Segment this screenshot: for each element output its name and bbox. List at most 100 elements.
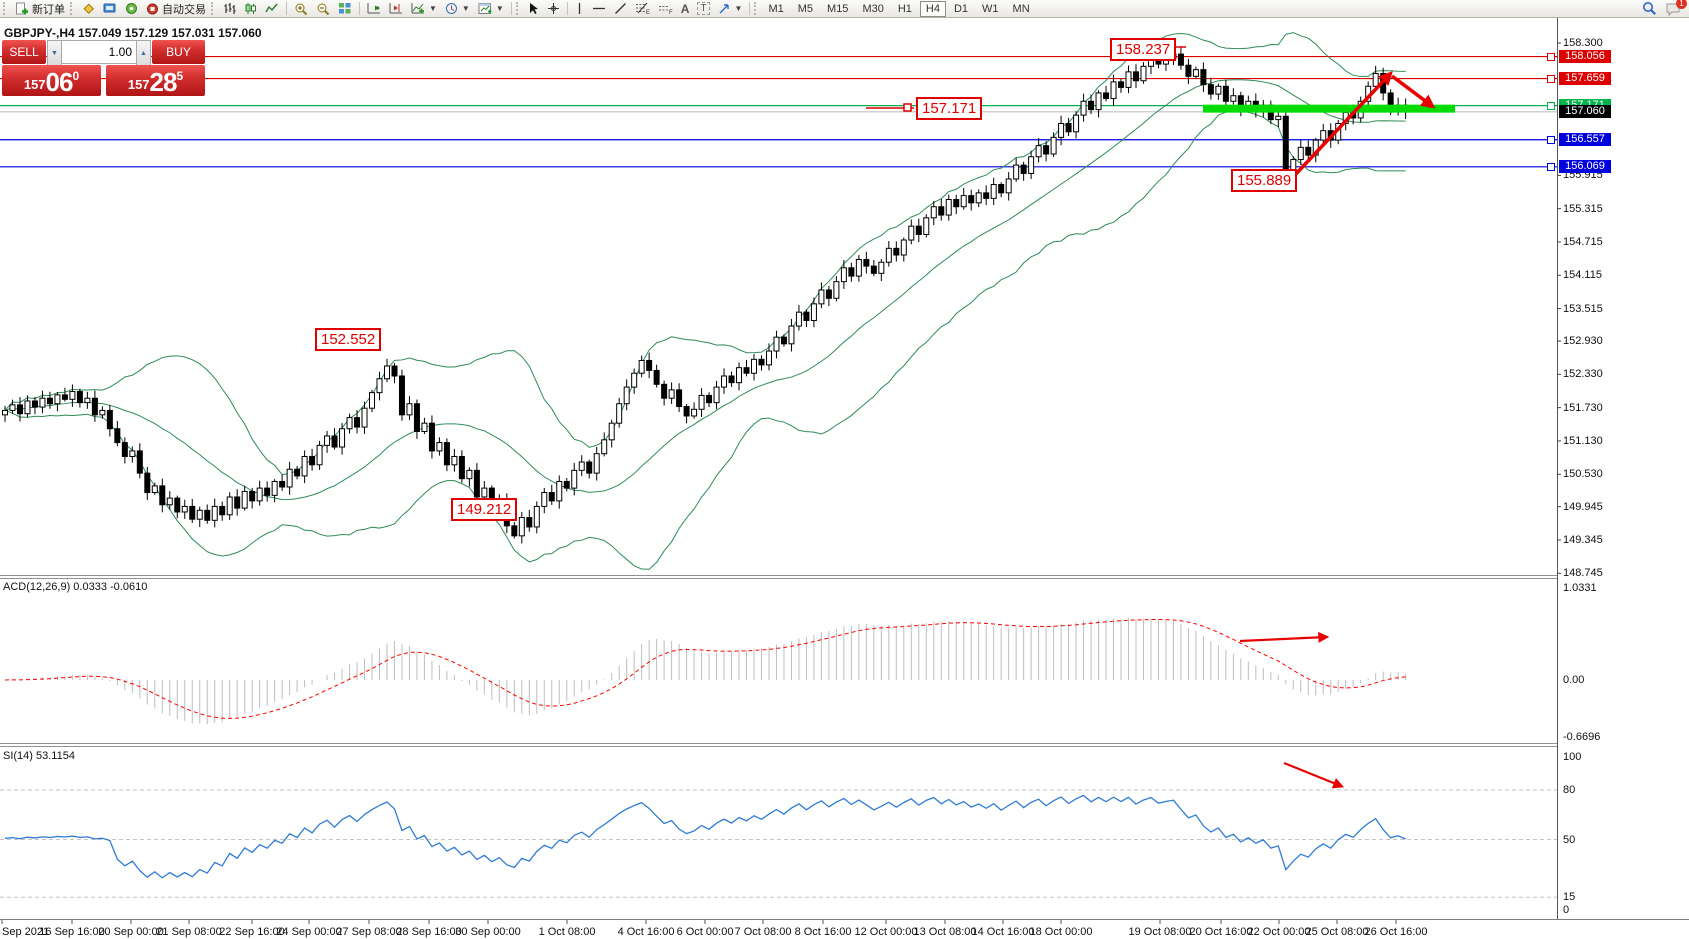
label-tool[interactable]: T xyxy=(693,0,713,17)
price-line-badge: 156.557 xyxy=(1559,133,1611,147)
volume-decrease-button[interactable]: ▼ xyxy=(47,40,62,66)
auto-scroll-button[interactable] xyxy=(363,0,385,17)
date-label: 16 Sep 16:00 xyxy=(39,926,105,938)
price-line-badge: 158.056 xyxy=(1559,50,1611,64)
price-tick-label: 150.530 xyxy=(1563,468,1603,481)
toolbar-grip[interactable] xyxy=(70,2,75,15)
periods-button[interactable]: ▼ xyxy=(441,0,474,17)
price-callout-label[interactable]: 157.171 xyxy=(916,97,983,120)
new-order-button[interactable]: 新订单 xyxy=(11,0,69,17)
buy-label: BUY xyxy=(166,45,191,59)
channels-tool[interactable]: F xyxy=(654,0,677,17)
trendline-tool[interactable] xyxy=(610,0,631,17)
market-watch-button[interactable] xyxy=(78,0,99,17)
toolbar-grip[interactable] xyxy=(211,2,216,15)
bar-chart-mode-button[interactable] xyxy=(219,0,240,17)
horizontal-line-tool[interactable] xyxy=(588,0,610,17)
date-label: 20 Sep 00:00 xyxy=(98,926,164,938)
bid-price-display[interactable]: 157 06 0 xyxy=(2,65,101,96)
toolbar: 新订单 自动交易 xyxy=(0,0,1689,18)
date-label: 24 Sep 00:00 xyxy=(276,926,342,938)
vertical-line-tool[interactable] xyxy=(571,0,588,17)
price-callout-label[interactable]: 158.237 xyxy=(1110,38,1177,61)
ask-price-display[interactable]: 157 28 5 xyxy=(106,65,205,96)
timeframe-mn-button[interactable]: MN xyxy=(1012,2,1030,15)
vertical-line-icon xyxy=(578,3,580,14)
toolbar-grip[interactable] xyxy=(3,2,8,15)
auto-trading-button[interactable]: 自动交易 xyxy=(142,0,210,17)
date-label: 14 Oct 16:00 xyxy=(971,926,1035,938)
indicators-button[interactable]: ▼ xyxy=(407,0,441,17)
tile-windows-button[interactable] xyxy=(334,0,356,17)
sell-button[interactable]: SELL xyxy=(2,40,46,64)
macd-scale-label: 0.00 xyxy=(1563,674,1585,686)
date-label: 28 Sep 16:00 xyxy=(396,926,462,938)
price-tick-label: 158.300 xyxy=(1563,37,1603,49)
macd-scale-label: 1.0331 xyxy=(1563,582,1597,594)
rsi-scale-label: 100 xyxy=(1563,751,1582,763)
price-callout-label[interactable]: 149.212 xyxy=(451,498,518,521)
macd-scale-label: -0.6696 xyxy=(1563,731,1601,743)
timeframe-h4-button[interactable]: H4 xyxy=(919,0,946,17)
date-label: 4 Oct 16:00 xyxy=(617,926,675,938)
date-label: 22 Oct 00:00 xyxy=(1247,926,1311,938)
toolbar-separator xyxy=(510,2,512,15)
timeframe-d1-button[interactable]: D1 xyxy=(953,2,969,15)
date-label: 18 Oct 00:00 xyxy=(1029,926,1093,938)
price-callout-label[interactable]: 152.552 xyxy=(315,328,382,351)
text-tool[interactable]: A xyxy=(677,0,694,17)
price-callout-label[interactable]: 155.889 xyxy=(1231,169,1298,192)
volume-increase-button[interactable]: ▲ xyxy=(136,40,151,66)
price-tick-label: 149.345 xyxy=(1563,534,1603,546)
zoom-in-icon xyxy=(295,3,308,15)
toolbar-separator xyxy=(359,2,360,15)
crosshair-icon xyxy=(547,3,559,14)
dropdown-caret-icon: ▼ xyxy=(495,4,504,13)
horizontal-line-icon xyxy=(592,7,605,10)
fibonacci-tool[interactable]: E xyxy=(631,0,654,17)
price-line-anchor xyxy=(1547,102,1555,111)
notifications-button[interactable]: 1 xyxy=(1665,0,1687,16)
clock-icon xyxy=(445,3,457,14)
date-label: 22 Sep 16:00 xyxy=(219,926,285,938)
crosshair-tool-button[interactable] xyxy=(543,0,564,17)
timeframe-m30-button[interactable]: M30 xyxy=(862,2,884,15)
timeframe-m15-button[interactable]: M15 xyxy=(827,2,849,15)
toolbar-grip[interactable] xyxy=(515,2,521,15)
zoom-out-button[interactable] xyxy=(312,0,334,17)
zoom-in-button[interactable] xyxy=(290,0,312,17)
templates-button[interactable]: ▼ xyxy=(474,0,508,17)
search-icon[interactable] xyxy=(1642,1,1657,16)
cursor-tool-button[interactable] xyxy=(524,0,543,17)
timeframe-h1-button[interactable]: H1 xyxy=(897,2,912,15)
buy-button[interactable]: BUY xyxy=(152,40,205,64)
trendline-icon xyxy=(614,3,626,14)
price-tick-label: 151.130 xyxy=(1563,434,1603,447)
line-chart-mode-icon xyxy=(265,3,278,13)
candlestick-mode-icon xyxy=(245,3,256,14)
bid-big: 06 xyxy=(45,67,74,97)
toolbar-grip[interactable] xyxy=(754,2,759,15)
signals-button[interactable] xyxy=(121,0,142,17)
shapes-tool[interactable]: ▼ xyxy=(714,0,747,17)
data-window-button[interactable] xyxy=(99,0,121,17)
bid-sup: 0 xyxy=(72,69,80,83)
timeframe-m1-button[interactable]: M1 xyxy=(768,2,784,15)
timeframe-w1-button[interactable]: W1 xyxy=(982,2,999,15)
timeframe-m5-button[interactable]: M5 xyxy=(797,2,814,15)
price-tick-label: 151.730 xyxy=(1563,401,1603,414)
price-tick-label: 152.930 xyxy=(1563,335,1603,348)
volume-input[interactable] xyxy=(62,40,136,64)
price-line-anchor xyxy=(1547,75,1555,84)
chart-shift-button[interactable] xyxy=(385,0,407,17)
new-order-label: 新订单 xyxy=(32,3,65,16)
toolbar-separator xyxy=(286,2,287,15)
candlestick-mode-button[interactable] xyxy=(240,0,261,17)
fibonacci-icon: E xyxy=(635,2,650,15)
price-tick-label: 154.115 xyxy=(1563,269,1602,282)
price-line-badge: 156.069 xyxy=(1559,160,1611,174)
line-chart-mode-button[interactable] xyxy=(261,0,283,17)
